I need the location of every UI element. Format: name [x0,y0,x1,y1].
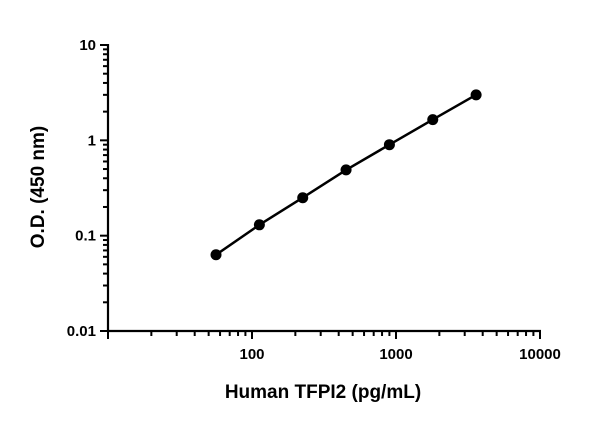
y-tick-label: 0.01 [67,323,96,340]
data-point [470,89,482,101]
data-point [340,164,352,176]
data-point [210,249,222,261]
y-tick-label: 1 [88,132,96,149]
axes [106,44,541,333]
x-tick-label: 1000 [379,346,412,363]
data-point [383,139,395,151]
y-tick-label: 0.1 [75,228,96,245]
y-axis-title: O.D. (450 nm) [28,126,49,248]
series-layer [210,89,482,261]
data-point [297,192,309,204]
x-tick-label: 10000 [519,346,561,363]
y-tick-label: 10 [79,37,96,54]
data-point [427,114,439,126]
data-point [253,219,265,231]
x-tick-label: 100 [239,346,264,363]
ticks: 100 1000 10000 0.01 0.1 1 10 [67,37,561,363]
x-axis-title: Human TFPI2 (pg/mL) [225,382,421,403]
